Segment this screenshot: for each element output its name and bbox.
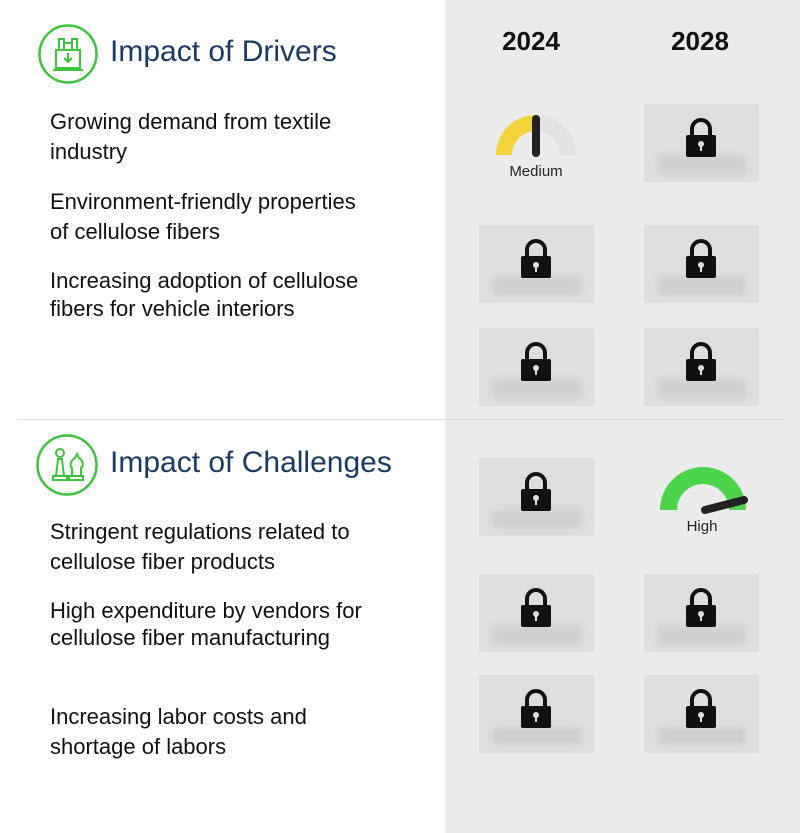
year-header-2024: 2024: [502, 26, 560, 56]
drivers-title: Impact of Drivers: [110, 35, 337, 68]
lock-icon: [521, 239, 551, 278]
locked-value-challenge3-2028[interactable]: [644, 675, 759, 753]
locked-value-driver3-2024[interactable]: [479, 328, 594, 406]
lock-icon: [521, 588, 551, 627]
locked-value-driver3-2028[interactable]: [644, 328, 759, 406]
lock-icon: [521, 472, 551, 511]
year-header-2028: 2028: [671, 26, 729, 56]
gauge-high: [658, 466, 748, 519]
lock-icon: [686, 239, 716, 278]
lock-icon: [686, 118, 716, 157]
lock-icon: [686, 342, 716, 381]
driver-item-3: Increasing adoption of cellulose fibers …: [50, 268, 359, 321]
gauge-high-label: High: [686, 518, 718, 535]
driver-item-2: Environment-friendly properties of cellu…: [50, 189, 356, 244]
locked-value-challenge2-2028[interactable]: [644, 574, 759, 652]
gauge-medium-label: Medium: [509, 163, 563, 180]
lock-icon: [521, 342, 551, 381]
gauge-medium: [494, 113, 578, 164]
locked-value-driver1-2028[interactable]: [644, 104, 759, 182]
locked-value-challenge2-2024[interactable]: [479, 574, 594, 652]
challenge-item-2: High expenditure by vendors for cellulos…: [50, 598, 362, 650]
locked-value-driver2-2028[interactable]: [644, 225, 759, 303]
challenge-item-1: Stringent regulations related to cellulo…: [50, 519, 350, 574]
lock-icon: [686, 689, 716, 728]
locked-value-challenge3-2024[interactable]: [479, 675, 594, 753]
locked-value-challenge1-2024[interactable]: [479, 458, 594, 536]
challenge-item-3: Increasing labor costs and shortage of l…: [50, 704, 307, 759]
locked-value-driver2-2024[interactable]: [479, 225, 594, 303]
driver-item-1: Growing demand from textile industry: [50, 109, 332, 164]
factory-icon: [38, 24, 98, 84]
lock-icon: [686, 588, 716, 627]
section-divider: [17, 419, 784, 420]
chess-icon: [36, 434, 98, 496]
challenges-title: Impact of Challenges: [110, 446, 392, 479]
lock-icon: [521, 689, 551, 728]
